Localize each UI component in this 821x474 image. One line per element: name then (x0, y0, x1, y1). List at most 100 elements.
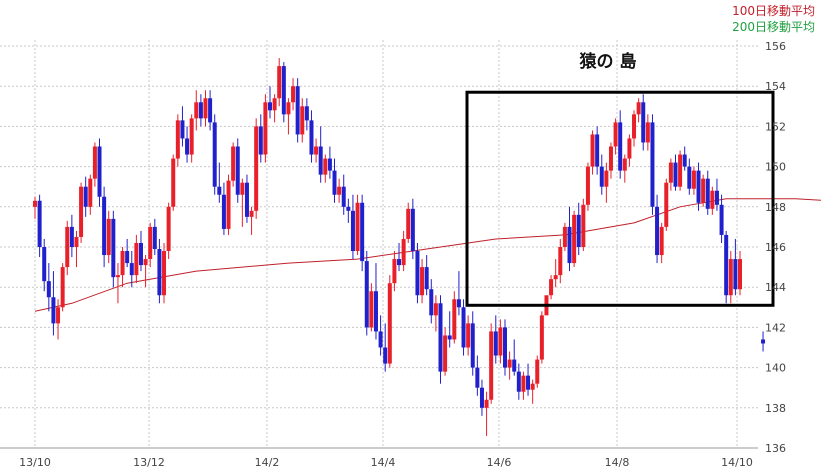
candle-body (129, 263, 134, 276)
candles-group (33, 58, 766, 436)
candle (498, 319, 503, 364)
candle-body (632, 114, 637, 139)
candle-body (60, 267, 65, 308)
candle-body (622, 158, 627, 171)
candle (134, 234, 139, 284)
candle (37, 194, 42, 258)
candle (636, 98, 641, 123)
candle-body (392, 259, 397, 284)
candle-body (410, 208, 415, 252)
candle-body (650, 122, 655, 207)
candle (466, 315, 471, 356)
candle (392, 251, 397, 292)
candle-body (682, 154, 687, 167)
y-axis-ticks: 136 138 140 142 144 146 148 150 152 154 156 (765, 40, 786, 455)
candle-body (65, 226, 70, 268)
candle-body (466, 323, 471, 348)
candle (300, 98, 305, 143)
candle (42, 238, 47, 292)
candle-body (645, 122, 650, 143)
candle-body (327, 158, 332, 171)
candle (166, 202, 171, 260)
candle (263, 94, 268, 163)
candle-body (678, 154, 683, 187)
candle (83, 176, 88, 217)
candle-body (373, 291, 378, 332)
candle-body (33, 200, 37, 207)
candle-body (194, 102, 199, 119)
candle-body (272, 98, 277, 111)
candle (51, 271, 56, 336)
candle (106, 210, 111, 264)
candle-body (83, 186, 88, 207)
candle-body (714, 190, 719, 205)
candle (553, 259, 558, 288)
candle-body (664, 182, 669, 227)
legend-ma200: 200日移動平均 (732, 20, 815, 34)
candle-body (728, 259, 733, 296)
candle-body (291, 86, 296, 103)
candle-body (585, 166, 590, 205)
candle (438, 295, 443, 384)
candle (249, 206, 254, 235)
candle-body (378, 331, 383, 348)
x-tick-label: 14/6 (487, 456, 512, 469)
candle (701, 174, 706, 207)
candle (632, 110, 637, 147)
candle (258, 114, 263, 163)
ma-line-100 (34, 198, 821, 312)
y-tick-label: 144 (765, 281, 786, 294)
candle (641, 94, 646, 151)
candle-body (355, 202, 360, 252)
candle-body (134, 242, 139, 276)
candle (286, 98, 291, 135)
candle-body (189, 118, 194, 155)
candle (74, 230, 79, 268)
candle (710, 186, 715, 215)
candle (461, 299, 466, 356)
candle-body (79, 186, 84, 237)
candle-body (323, 158, 328, 175)
candle-body (180, 120, 185, 139)
candle (244, 174, 249, 223)
candle-body (691, 170, 696, 189)
candle-body (106, 218, 111, 256)
candle (406, 202, 411, 243)
candle-body (673, 162, 678, 187)
candle-body (92, 146, 97, 179)
candle-body (198, 102, 203, 119)
candle-body (383, 347, 388, 364)
candle (714, 178, 719, 211)
candle-body (424, 267, 429, 290)
candle-body (512, 359, 517, 372)
candle-body (493, 331, 498, 356)
candle-body (120, 251, 125, 276)
candle (235, 138, 240, 203)
candle-body (254, 126, 259, 211)
candle-body (369, 291, 374, 328)
candle-body (526, 375, 531, 390)
candle (65, 220, 70, 276)
candle (138, 230, 143, 272)
candle-body (346, 206, 351, 211)
candle-body (627, 138, 632, 159)
candle (433, 295, 438, 332)
candle (728, 251, 733, 304)
y-tick-label: 154 (765, 80, 786, 93)
x-tick-label: 14/10 (721, 456, 753, 469)
moving-average-lines (34, 198, 821, 312)
x-tick-label: 14/2 (255, 456, 280, 469)
candle (493, 315, 498, 364)
candle (738, 251, 742, 296)
candle-body (516, 371, 521, 392)
candle (447, 311, 452, 348)
candle-body (668, 162, 673, 183)
candle (682, 146, 687, 171)
candle-body (415, 251, 420, 296)
candle (152, 218, 157, 256)
x-tick-label: 14/4 (371, 456, 396, 469)
candle (526, 363, 531, 396)
candle (314, 138, 319, 163)
candle (304, 98, 309, 131)
y-tick-label: 146 (765, 241, 786, 254)
